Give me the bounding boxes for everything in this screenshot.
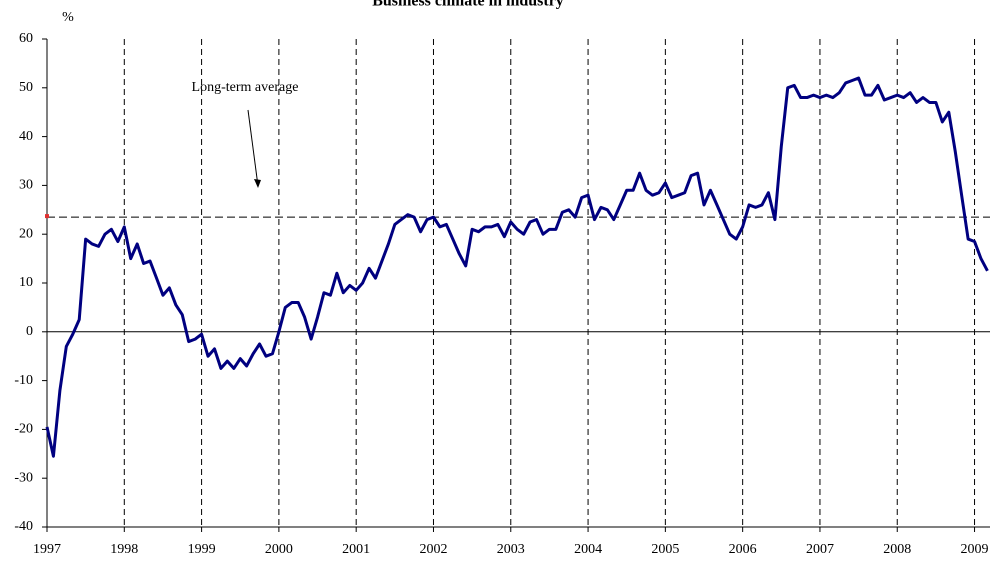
x-tick-label: 2002: [419, 542, 447, 557]
x-tick-label: 1997: [33, 542, 61, 557]
y-tick-label: -10: [14, 373, 33, 388]
x-tick-label: 2003: [497, 542, 525, 557]
x-tick-label: 2005: [651, 542, 679, 557]
y-tick-label: 10: [19, 275, 33, 290]
y-axis-label: %: [62, 10, 74, 25]
line-series: [45, 76, 989, 458]
y-tick-label: 20: [19, 226, 33, 241]
y-tick-label: -40: [14, 519, 33, 534]
y-tick-label: 40: [19, 129, 33, 144]
x-tick-label: 1998: [110, 542, 138, 557]
annotation-arrow: [247, 109, 259, 187]
arrow-head: [254, 179, 261, 188]
x-tick-label: 1999: [188, 542, 216, 557]
y-tick-label: 30: [19, 178, 33, 193]
y-tick-label: 60: [19, 31, 33, 46]
y-tick-label: 0: [26, 324, 33, 339]
x-tick-label: 2009: [961, 542, 989, 557]
chart-title: Business climate in industry: [372, 0, 564, 10]
y-tick-label: -30: [14, 470, 33, 485]
x-tick-label: 2007: [806, 542, 834, 557]
x-tick-label: 2000: [265, 542, 293, 557]
average-marker: [45, 214, 49, 219]
x-tick-label: 2008: [883, 542, 911, 557]
x-tick-label: 2006: [729, 542, 757, 557]
x-tick-label: 2001: [342, 542, 370, 557]
y-tick-label: 50: [19, 80, 33, 95]
y-tick-label: -20: [14, 422, 33, 437]
annotation: Long-term average: [192, 80, 299, 95]
x-tick-label: 2004: [574, 542, 602, 557]
